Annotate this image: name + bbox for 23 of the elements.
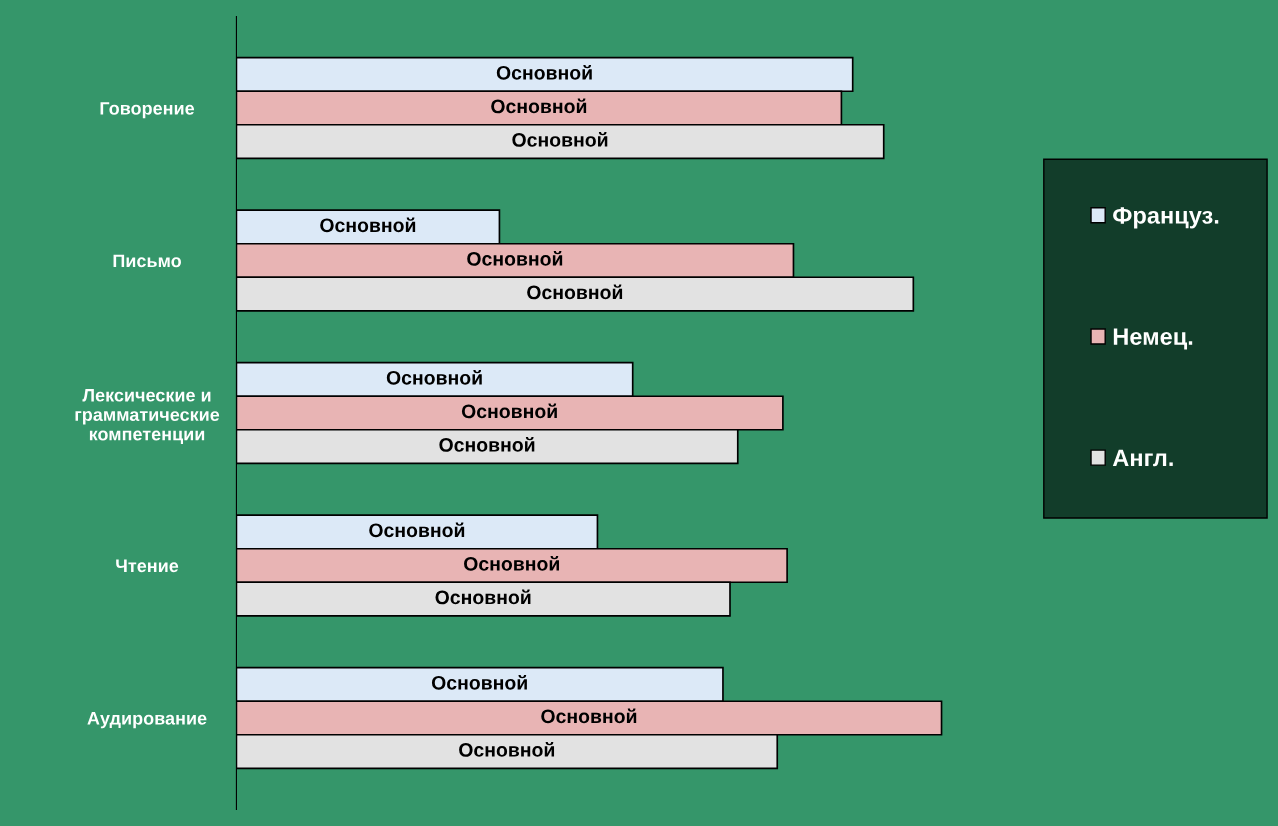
y-tick-label: Письмо xyxy=(113,254,181,268)
annotation: Основной xyxy=(491,98,587,114)
annotation: Основной xyxy=(435,589,531,605)
y-tick-label: Лексические и грамматические компетенции xyxy=(75,388,220,444)
annotation: Основной xyxy=(386,370,482,385)
annotation: Основной xyxy=(439,437,535,452)
annotation: Основной xyxy=(461,403,557,419)
annotation: Основной xyxy=(464,556,559,571)
annotation: Основной xyxy=(431,674,527,690)
y-tick-label: Аудирование xyxy=(87,712,207,729)
legend-label: Француз. xyxy=(1113,207,1219,229)
annotation: Основной xyxy=(541,708,637,724)
annotation: Основной xyxy=(496,65,592,80)
legend-label: Немец. xyxy=(1113,328,1193,350)
annotation: Основной xyxy=(320,217,416,233)
y-tick-label: Чтение xyxy=(116,559,179,573)
y-tick-label: Говорение xyxy=(100,102,195,119)
annotation: Основной xyxy=(467,251,563,266)
annotation: Основной xyxy=(527,284,623,300)
annotation: Основной xyxy=(512,132,608,147)
annotation: Основной xyxy=(459,742,555,757)
legend-label: Англ. xyxy=(1112,449,1173,467)
annotation: Основной xyxy=(369,522,465,538)
